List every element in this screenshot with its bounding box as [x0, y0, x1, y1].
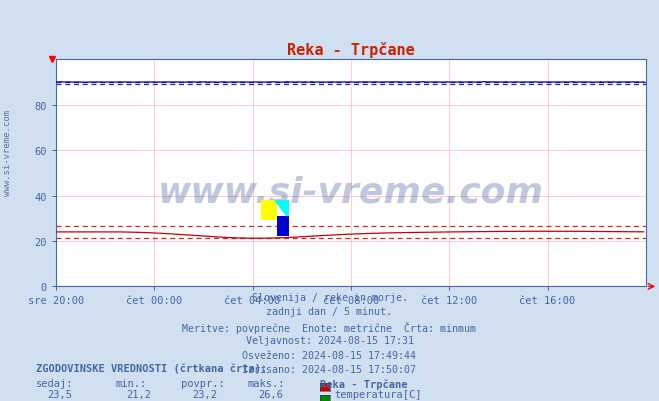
Text: 21,2: 21,2 [127, 389, 152, 399]
Text: Veljavnost: 2024-08-15 17:31: Veljavnost: 2024-08-15 17:31 [246, 335, 413, 345]
Text: Reka - Trpčane: Reka - Trpčane [320, 378, 407, 389]
Text: sedaj:: sedaj: [36, 378, 74, 388]
Text: ZGODOVINSKE VREDNOSTI (črtkana črta):: ZGODOVINSKE VREDNOSTI (črtkana črta): [36, 363, 268, 373]
Text: www.si-vreme.com: www.si-vreme.com [158, 174, 544, 209]
Text: Slovenija / reke in morje.: Slovenija / reke in morje. [252, 292, 407, 302]
Text: 23,5: 23,5 [47, 389, 72, 399]
Text: Osveženo: 2024-08-15 17:49:44: Osveženo: 2024-08-15 17:49:44 [243, 350, 416, 360]
Text: Izrisano: 2024-08-15 17:50:07: Izrisano: 2024-08-15 17:50:07 [243, 364, 416, 374]
Bar [261, 200, 277, 221]
Text: zadnji dan / 5 minut.: zadnji dan / 5 minut. [266, 306, 393, 316]
Text: 23,2: 23,2 [192, 389, 217, 399]
Text: 26,6: 26,6 [258, 389, 283, 399]
Text: min.:: min.: [115, 378, 146, 388]
Text: Meritve: povprečne  Enote: metrične  Črta: minmum: Meritve: povprečne Enote: metrične Črta:… [183, 321, 476, 333]
Text: www.si-vreme.com: www.si-vreme.com [3, 109, 13, 195]
Bar [277, 217, 289, 237]
Text: temperatura[C]: temperatura[C] [334, 389, 422, 399]
Title: Reka - Trpčane: Reka - Trpčane [287, 42, 415, 58]
Text: povpr.:: povpr.: [181, 378, 225, 388]
Text: maks.:: maks.: [247, 378, 285, 388]
Polygon shape [273, 200, 289, 221]
